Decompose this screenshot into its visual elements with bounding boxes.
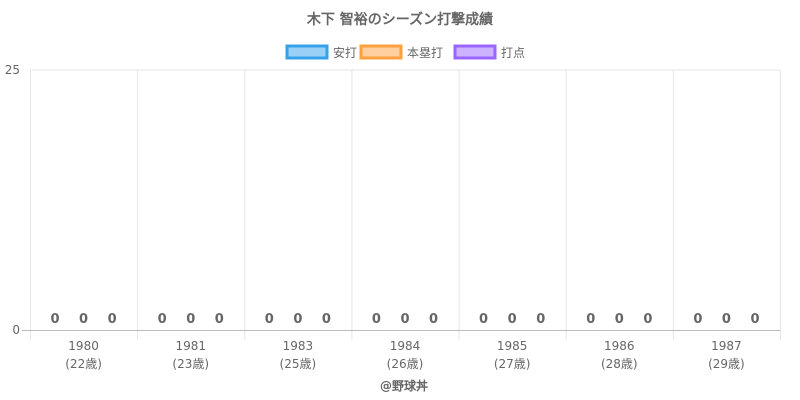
data-label: 0: [615, 312, 624, 327]
data-label: 0: [186, 312, 195, 327]
data-label: 0: [293, 312, 302, 327]
legend-item: 安打: [285, 44, 357, 60]
data-label: 0: [108, 312, 117, 327]
data-label: 0: [536, 312, 545, 327]
data-label: 0: [643, 312, 652, 327]
data-label: 0: [372, 312, 381, 327]
x-tick-label: 1983: [283, 339, 314, 353]
legend-label: 安打: [333, 45, 357, 60]
data-label: 0: [215, 312, 224, 327]
x-tick-label: 1984: [390, 339, 421, 353]
data-label: 0: [508, 312, 517, 327]
chart-title: 木下 智裕のシーズン打撃成績: [306, 11, 493, 28]
x-tick-sublabel: (29歳): [708, 357, 745, 371]
x-tick-label: 1980: [68, 339, 99, 353]
data-label: 0: [322, 312, 331, 327]
grid-lines: [30, 69, 781, 340]
data-label: 0: [50, 312, 59, 327]
data-label: 0: [722, 312, 731, 327]
x-tick-sublabel: (27歳): [494, 357, 531, 371]
legend-item: 打点: [453, 44, 525, 60]
data-label: 0: [750, 312, 759, 327]
data-label: 0: [265, 312, 274, 327]
x-tick-sublabel: (28歳): [601, 357, 638, 371]
x-tick-label: 1987: [711, 339, 742, 353]
legend-swatch: [285, 44, 329, 60]
legend-swatch: [453, 44, 497, 60]
x-tick-label: 1986: [604, 339, 635, 353]
chart-marks: 0 0 0 0 0 0 0 0 0 0 0 0 0 0 0 0 0 0 0 0 0: [50, 312, 759, 327]
x-tick-label: 1985: [497, 339, 528, 353]
y-tick-label: 0: [12, 323, 20, 337]
x-tick-sublabel: (25歳): [280, 357, 317, 371]
x-tick-label: 1981: [175, 339, 206, 353]
data-label: 0: [693, 312, 702, 327]
legend-item: 本塁打: [359, 44, 443, 60]
legend-swatch: [359, 44, 403, 60]
x-tick-sublabel: (22歳): [65, 357, 102, 371]
legend-label: 打点: [501, 46, 525, 60]
y-tick-label: 25: [5, 63, 20, 77]
x-tick-sublabel: (23歳): [172, 357, 209, 371]
data-label: 0: [79, 312, 88, 327]
x-tick-sublabel: (26歳): [387, 357, 424, 371]
legend-label: 本塁打: [407, 46, 443, 60]
data-label: 0: [429, 312, 438, 327]
data-label: 0: [586, 312, 595, 327]
data-label: 0: [158, 312, 167, 327]
y-axis: 0 25: [5, 63, 780, 337]
x-axis: 1980 (22歳) 1981 (23歳) 1983 (25歳) 1984 (26歳) 1985…: [65, 339, 744, 371]
chart-legend: 安打 本塁打 打点: [285, 44, 525, 60]
data-label: 0: [479, 312, 488, 327]
data-label: 0: [400, 312, 409, 327]
footer-credit: @野球丼: [380, 378, 428, 393]
